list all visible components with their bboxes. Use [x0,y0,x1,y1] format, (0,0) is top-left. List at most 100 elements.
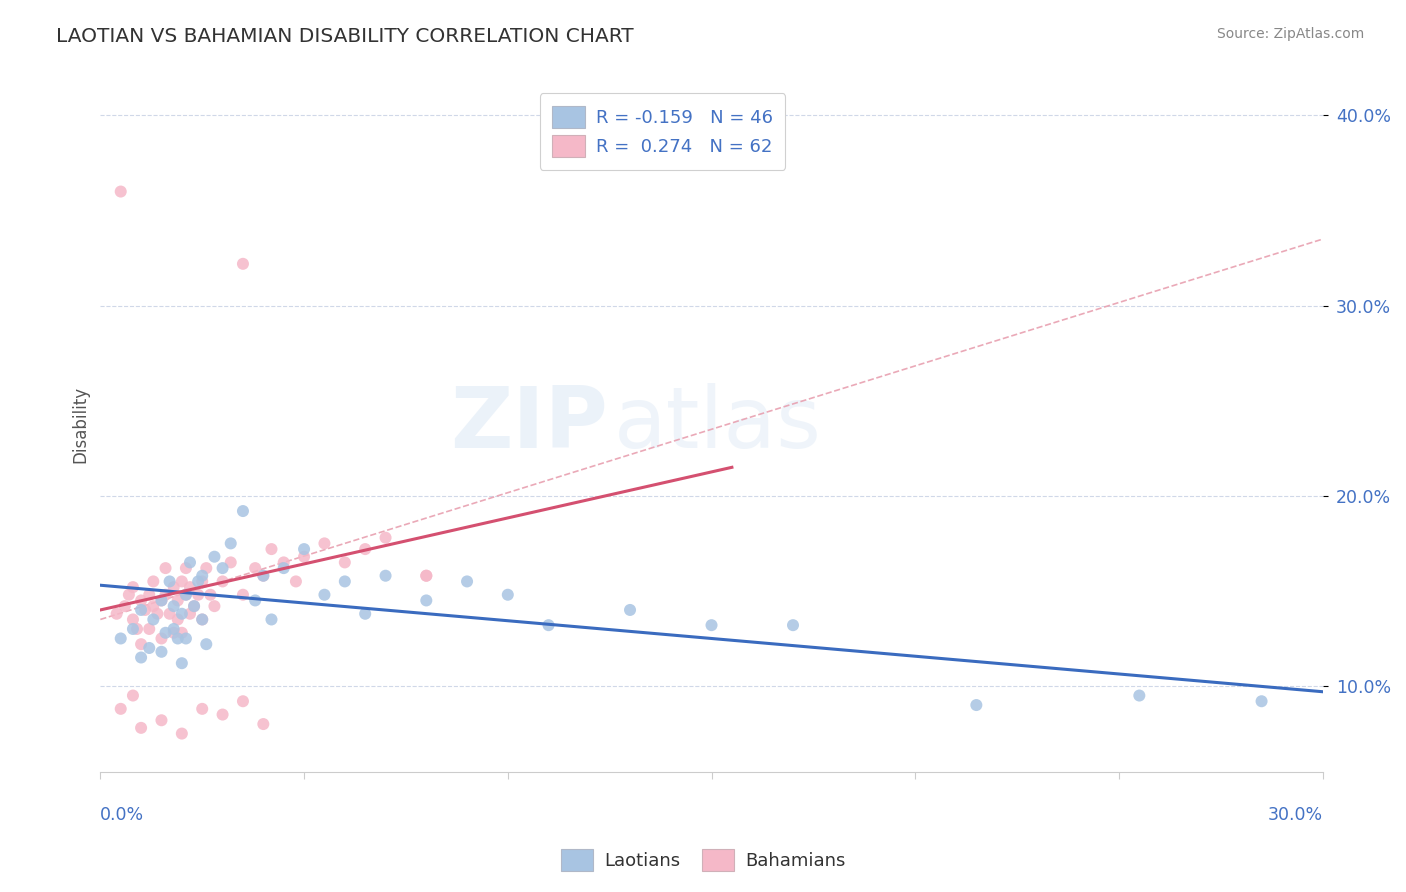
Point [105,607,128,621]
Point [273,561,295,575]
Point [125,622,148,636]
Point [191,574,214,589]
Point [284,574,307,589]
Point [232,257,254,271]
Point [260,542,283,557]
Point [191,702,214,716]
Point [138,622,160,636]
Point [273,556,295,570]
Point [195,637,218,651]
Point [129,637,152,651]
Point [170,657,193,671]
Point [252,568,274,582]
Point [333,574,356,589]
Point [129,593,152,607]
Point [122,689,145,703]
Point [122,580,145,594]
Point [170,607,193,621]
Point [243,561,266,575]
Point [155,625,177,640]
Legend: Laotians, Bahamians: Laotians, Bahamians [554,842,852,879]
Point [1128,689,1150,703]
Point [179,607,201,621]
Point [333,556,356,570]
Point [114,599,136,614]
Point [211,574,233,589]
Point [211,707,233,722]
Point [170,726,193,740]
Point [187,574,209,589]
Point [118,588,141,602]
Point [163,580,186,594]
Point [142,612,165,626]
Point [415,568,437,582]
Point [292,549,315,564]
Y-axis label: Disability: Disability [72,386,89,463]
Point [138,640,160,655]
Point [150,593,173,607]
Point [314,536,336,550]
Point [232,504,254,518]
Point [183,599,205,614]
Point [174,588,197,602]
Text: Source: ZipAtlas.com: Source: ZipAtlas.com [1216,27,1364,41]
Point [110,185,132,199]
Point [187,588,209,602]
Point [159,607,181,621]
Point [129,721,152,735]
Text: 30.0%: 30.0% [1268,805,1323,824]
Point [110,632,132,646]
Point [354,607,377,621]
Point [179,580,201,594]
Point [191,612,214,626]
Point [155,588,177,602]
Point [166,632,188,646]
Point [150,593,173,607]
Point [150,713,173,727]
Point [174,561,197,575]
Point [374,568,396,582]
Point [211,561,233,575]
Point [174,632,197,646]
Point [122,622,145,636]
Point [700,618,723,632]
Point [374,531,396,545]
Point [150,632,173,646]
Point [155,561,177,575]
Point [170,625,193,640]
Point [142,574,165,589]
Text: LAOTIAN VS BAHAMIAN DISABILITY CORRELATION CHART: LAOTIAN VS BAHAMIAN DISABILITY CORRELATI… [56,27,634,45]
Point [314,588,336,602]
Point [219,536,242,550]
Point [415,568,437,582]
Point [166,593,188,607]
Point [134,603,156,617]
Point [159,574,181,589]
Point [260,612,283,626]
Point [200,588,222,602]
Point [166,612,188,626]
Point [129,603,152,617]
Point [965,698,987,712]
Point [195,561,218,575]
Point [163,625,186,640]
Point [219,556,242,570]
Text: 0.0%: 0.0% [100,805,145,824]
Point [191,568,214,582]
Point [204,549,226,564]
Legend: R = -0.159   N = 46, R =  0.274   N = 62: R = -0.159 N = 46, R = 0.274 N = 62 [540,94,786,170]
Point [129,650,152,665]
Point [232,588,254,602]
Point [204,599,226,614]
Text: atlas: atlas [614,383,821,466]
Point [496,588,519,602]
Point [252,717,274,731]
Point [170,574,193,589]
Point [782,618,804,632]
Point [232,694,254,708]
Point [537,618,560,632]
Point [122,612,145,626]
Point [415,593,437,607]
Point [163,599,186,614]
Point [456,574,478,589]
